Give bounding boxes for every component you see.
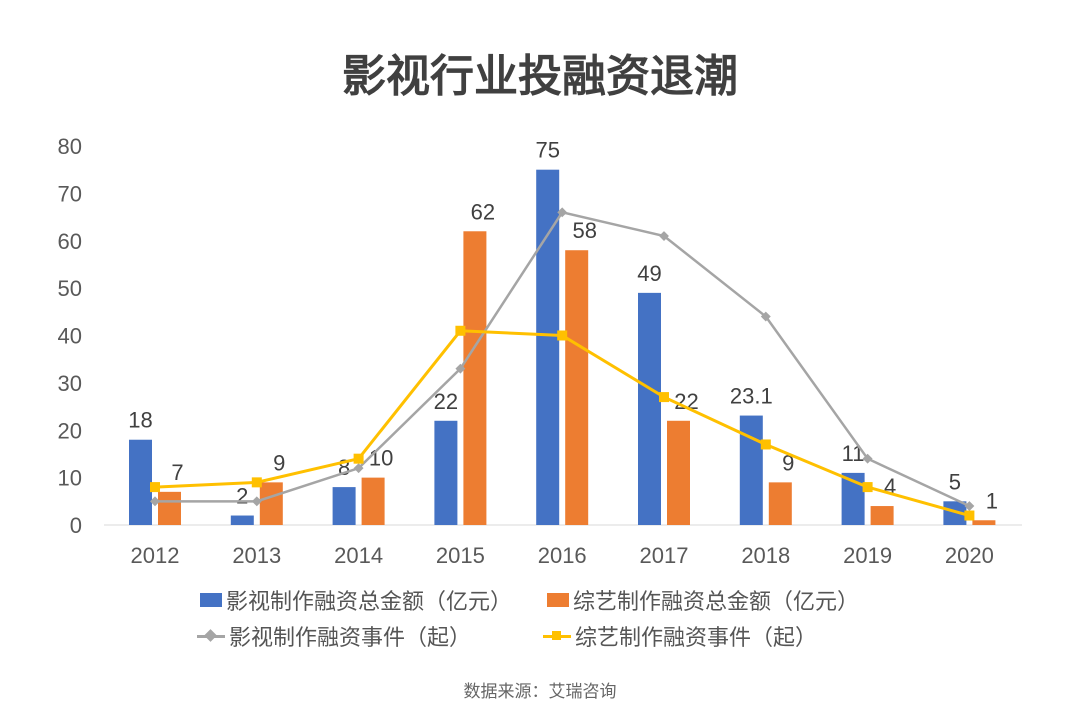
marker-diamond-2014 xyxy=(353,463,364,474)
x-tick-label: 2019 xyxy=(843,543,892,568)
x-tick-label: 2014 xyxy=(334,543,383,568)
data-label: 11 xyxy=(842,441,865,466)
bar-film-2017 xyxy=(638,292,661,525)
legend-label: 影视制作融资事件（起） xyxy=(229,626,472,651)
marker-diamond-2013 xyxy=(251,496,262,507)
x-tick-label: 2018 xyxy=(741,543,790,568)
legend-label: 综艺制作融资事件（起） xyxy=(575,626,818,651)
bar-film-2019 xyxy=(841,472,865,525)
legend-line-yellow xyxy=(543,630,571,640)
marker-square-2019 xyxy=(862,482,873,493)
y-tick-label: 80 xyxy=(58,134,82,159)
legend-swatch-orange xyxy=(547,593,569,607)
marker-square-2015 xyxy=(455,325,466,336)
legend-item-film-amount: 影视制作融资总金额（亿元） xyxy=(200,584,512,616)
bar-film-2018 xyxy=(739,415,763,525)
marker-square-2013 xyxy=(251,477,262,488)
bar-film-2020 xyxy=(943,501,967,525)
y-tick-label: 20 xyxy=(58,418,82,443)
legend-label: 影视制作融资总金额（亿元） xyxy=(226,590,513,615)
bar-film-2015 xyxy=(434,420,458,525)
bar-variety-2018 xyxy=(768,482,792,525)
marker-diamond-2019 xyxy=(862,453,873,464)
marker-diamond-2017 xyxy=(659,231,669,241)
y-tick-label: 30 xyxy=(58,371,82,396)
x-tick-label: 2012 xyxy=(131,543,180,568)
bar-film-2014 xyxy=(332,487,356,525)
data-label: 5 xyxy=(949,469,961,494)
data-label: 1 xyxy=(986,488,998,513)
bar-variety-2014 xyxy=(361,477,385,525)
bar-variety-2019 xyxy=(870,506,894,525)
bar-variety-2020 xyxy=(972,520,996,525)
marker-diamond-2016 xyxy=(557,207,568,218)
data-label: 58 xyxy=(572,218,596,243)
bar-film-2012 xyxy=(129,439,152,525)
data-label: 18 xyxy=(128,408,152,433)
marker-square-2017 xyxy=(659,392,669,403)
marker-square-2014 xyxy=(353,453,364,464)
bar-variety-2017 xyxy=(667,420,690,525)
y-tick-label: 40 xyxy=(58,324,82,349)
data-label: 23.1 xyxy=(730,384,773,409)
data-label: 62 xyxy=(471,199,495,224)
legend-line-gray xyxy=(197,628,225,642)
marker-diamond-2015 xyxy=(455,363,466,374)
marker-diamond-2012 xyxy=(150,496,160,507)
source-note: 数据来源：艾瑞咨询 xyxy=(463,682,617,702)
data-label: 75 xyxy=(535,138,559,163)
marker-square-2018 xyxy=(760,439,771,450)
legend-label: 综艺制作融资总金额（亿元） xyxy=(573,590,860,615)
data-label: 8 xyxy=(338,455,350,480)
bar-variety-2015 xyxy=(463,231,487,525)
bar-variety-2012 xyxy=(158,491,181,525)
legend-swatch-blue xyxy=(200,593,222,607)
x-tick-label: 2020 xyxy=(945,543,994,568)
bar-variety-2013 xyxy=(259,482,283,525)
data-label: 22 xyxy=(434,389,458,414)
data-label: 9 xyxy=(273,450,285,475)
x-tick-label: 2013 xyxy=(232,543,281,568)
marker-square-2012 xyxy=(150,482,160,493)
marker-diamond-2020 xyxy=(964,501,975,511)
marker-square-2016 xyxy=(557,330,568,341)
data-label: 22 xyxy=(674,389,698,414)
y-tick-label: 50 xyxy=(58,276,82,301)
y-tick-label: 60 xyxy=(58,229,82,254)
marker-diamond-2018 xyxy=(760,311,771,322)
data-label: 2 xyxy=(236,484,248,509)
legend-item-film-events: 影视制作融资事件（起） xyxy=(197,620,471,652)
data-label: 7 xyxy=(171,460,183,485)
bar-film-2013 xyxy=(230,515,254,525)
data-label: 10 xyxy=(369,446,393,471)
y-tick-label: 10 xyxy=(58,466,82,491)
x-tick-label: 2016 xyxy=(538,543,587,568)
marker-square-2020 xyxy=(964,510,975,521)
legend-item-variety-events: 综艺制作融资事件（起） xyxy=(543,620,817,652)
chart-title: 影视行业投融资退潮 xyxy=(342,51,738,102)
x-tick-label: 2015 xyxy=(436,543,485,568)
bar-film-2016 xyxy=(536,169,560,525)
bar-variety-2016 xyxy=(565,250,589,525)
data-label: 49 xyxy=(637,261,661,286)
x-tick-label: 2017 xyxy=(640,543,689,568)
y-tick-label: 70 xyxy=(58,181,82,206)
legend-item-variety-amount: 综艺制作融资总金额（亿元） xyxy=(547,584,859,616)
y-tick-label: 0 xyxy=(70,513,82,538)
